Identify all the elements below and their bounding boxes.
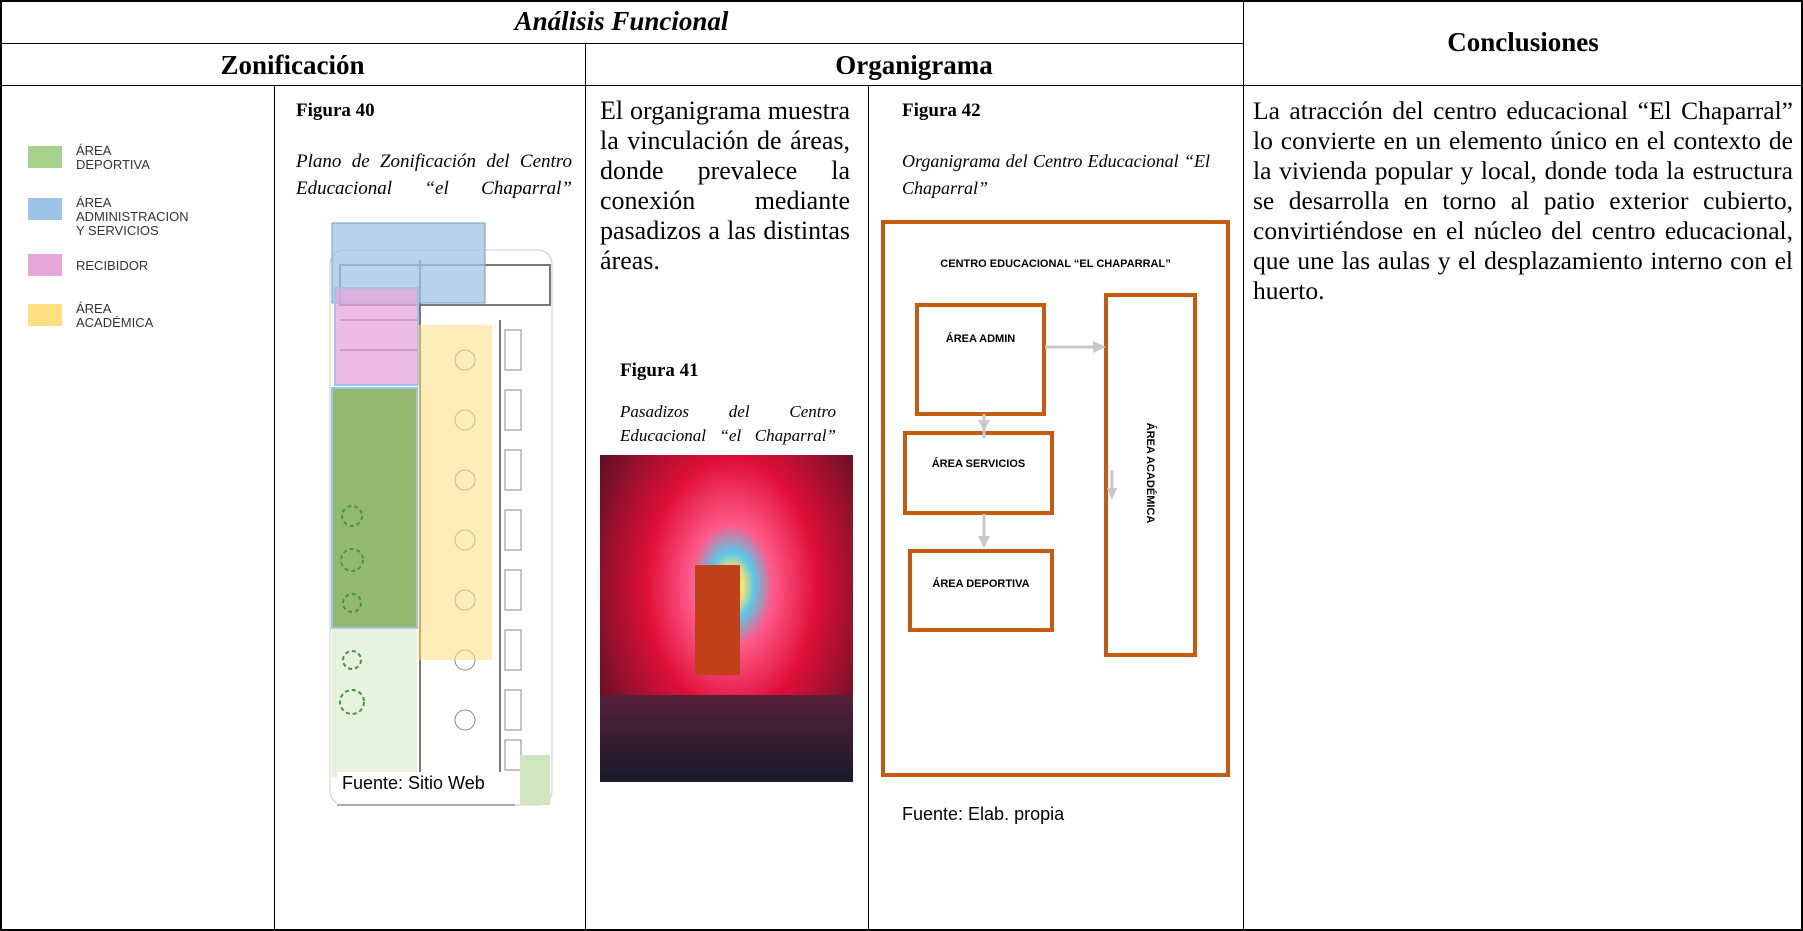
border [0, 0, 1803, 2]
photo-detail [695, 565, 740, 675]
figure-caption: Pasadizos del Centro Educacional “el Cha… [620, 402, 836, 445]
border [585, 43, 586, 931]
heading: Zonificación [220, 50, 365, 80]
heading: Organigrama [835, 50, 993, 80]
diagram-title: CENTRO EDUCACIONAL “EL CHAPARRAL” [940, 258, 1171, 270]
border [868, 85, 869, 931]
border [0, 0, 2, 931]
source: Fuente: Sitio Web [342, 773, 485, 793]
border [1801, 0, 1803, 931]
figure-label: Figura 40 [296, 100, 375, 121]
heading: Conclusiones [1447, 27, 1599, 57]
figure-label: Figura 42 [902, 100, 981, 121]
floor-plan [329, 222, 553, 806]
diagram-node: ÁREA DEPORTIVA [932, 578, 1030, 590]
conclusion: La atracción del centro educacional “El … [1253, 96, 1793, 305]
diagram-node: ÁREA ACADÉMICA [1144, 422, 1156, 524]
legend-item: RECIBIDOR [76, 258, 149, 273]
org-diagram [881, 220, 1230, 777]
swatch [28, 304, 62, 326]
title: Análisis Funcional [514, 6, 729, 36]
corridor-photo [600, 455, 853, 782]
legend-item: ÁREA ADMINISTRACION Y SERVICIOS [76, 195, 189, 238]
border [0, 929, 1803, 931]
legend-item: ÁREA DEPORTIVA [76, 143, 150, 172]
border [0, 43, 1243, 44]
figure-label: Figura 41 [620, 360, 699, 381]
border [1243, 0, 1244, 931]
border [274, 85, 275, 931]
swatch [28, 198, 62, 220]
legend-item: ÁREA ACADÉMICA [76, 301, 154, 330]
swatch [28, 146, 62, 168]
figure-caption: Plano de Zonificación del Centro Educaci… [296, 151, 572, 199]
figure-caption: Organigrama del Centro Educacional “El C… [902, 151, 1210, 198]
photo-detail [600, 695, 853, 782]
source: Fuente: Elab. propia [902, 804, 1065, 824]
border [0, 85, 1803, 86]
diagram-node: ÁREA ADMIN [945, 333, 1016, 345]
swatch [28, 254, 62, 276]
paragraph: El organigrama muestra la vinculación de… [600, 96, 850, 275]
diagram-node: ÁREA SERVICIOS [931, 458, 1026, 470]
